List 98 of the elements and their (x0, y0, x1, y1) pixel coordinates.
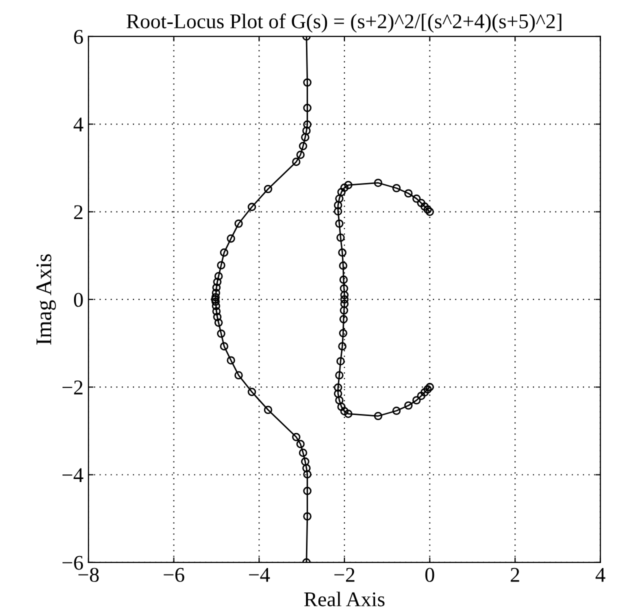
point (212, 307, 221, 316)
point (303, 120, 312, 129)
point (211, 293, 220, 302)
point (392, 184, 401, 192)
point (338, 329, 348, 338)
y-axis-title: Imag Axis (36, 254, 56, 345)
point (374, 178, 382, 188)
x-tick-label: −4 (249, 568, 270, 582)
y-tick-label: 4 (74, 118, 84, 132)
point (336, 357, 345, 366)
y-tick-label: −4 (62, 468, 84, 482)
point (301, 457, 310, 466)
point (292, 432, 300, 442)
point (211, 297, 220, 306)
point (303, 470, 312, 478)
point (220, 342, 228, 350)
point (374, 412, 382, 420)
point (296, 150, 305, 159)
y-tick-label: 0 (74, 292, 83, 307)
point (339, 314, 348, 324)
point (340, 290, 349, 300)
point (298, 142, 308, 150)
point (337, 188, 346, 196)
point (426, 208, 434, 216)
point (339, 276, 348, 284)
point (337, 402, 346, 411)
point (216, 329, 226, 338)
point (220, 248, 228, 257)
point (234, 371, 243, 380)
point (303, 512, 312, 521)
point (303, 486, 312, 496)
point (334, 390, 342, 398)
point (340, 184, 349, 192)
point (338, 262, 348, 270)
point (420, 202, 429, 211)
point (334, 201, 342, 210)
x-tick-label: 0 (425, 568, 434, 582)
point (234, 219, 243, 228)
point (338, 342, 346, 350)
point (213, 278, 222, 286)
point (248, 202, 256, 212)
point (412, 194, 421, 203)
point (264, 184, 272, 194)
point (302, 464, 311, 472)
point (344, 410, 352, 418)
point (302, 126, 311, 135)
point (335, 396, 344, 404)
point (392, 406, 401, 415)
chart-title: Root-Locus Plot of G(s) = (s+2)^2/[(s^2+4)(s+5)^2] (126, 13, 562, 33)
point (336, 233, 345, 242)
x-tick-label: 4 (596, 568, 606, 582)
point (226, 356, 236, 365)
point (303, 104, 312, 112)
point (344, 180, 352, 190)
point (214, 318, 223, 327)
point (264, 406, 272, 414)
point (417, 392, 426, 400)
point (340, 295, 349, 304)
point (292, 158, 300, 166)
point (296, 440, 305, 448)
point (214, 272, 223, 280)
point (423, 205, 432, 214)
point (216, 261, 226, 270)
x-tick-label: −8 (78, 568, 99, 582)
point (335, 194, 344, 203)
point (417, 198, 426, 208)
point (226, 234, 236, 243)
point (212, 302, 220, 310)
x-tick-label: 2 (510, 568, 520, 582)
point (212, 288, 220, 298)
point (213, 312, 222, 322)
y-tick-label: 2 (74, 205, 82, 220)
y-tick-label: −6 (62, 556, 83, 570)
x-axis-title: Real Axis (304, 592, 384, 606)
point (338, 248, 346, 257)
point (301, 133, 310, 142)
point (334, 383, 342, 392)
point (340, 306, 348, 315)
point (420, 388, 429, 397)
x-tick-label: −2 (334, 568, 354, 582)
point (426, 382, 434, 392)
point (340, 407, 349, 416)
y-tick-label: −2 (62, 380, 82, 394)
y-tick-label: 6 (74, 30, 83, 44)
point (423, 385, 432, 394)
x-tick-label: −6 (164, 568, 184, 582)
point (404, 189, 413, 198)
point (340, 284, 348, 293)
point (298, 448, 308, 457)
point (248, 388, 256, 396)
point (303, 78, 312, 87)
point (412, 396, 421, 404)
point (335, 219, 344, 228)
point (335, 371, 344, 380)
point (334, 207, 342, 216)
point (340, 300, 349, 308)
point (212, 283, 221, 292)
point (404, 401, 413, 410)
